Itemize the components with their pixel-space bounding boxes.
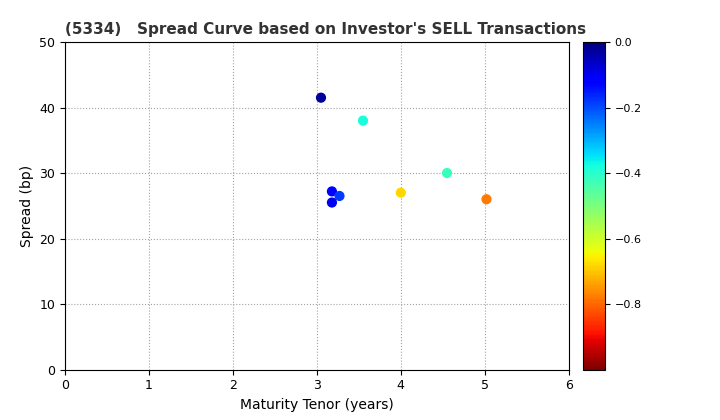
Y-axis label: Spread (bp): Spread (bp) [19, 165, 34, 247]
Point [315, 94, 327, 101]
Point [357, 117, 369, 124]
Point [441, 170, 453, 176]
Point [326, 188, 338, 195]
X-axis label: Maturity Tenor (years): Maturity Tenor (years) [240, 398, 394, 412]
Point [333, 193, 346, 199]
Text: (5334)   Spread Curve based on Investor's SELL Transactions: (5334) Spread Curve based on Investor's … [65, 22, 586, 37]
Point [481, 196, 492, 202]
Point [395, 189, 407, 196]
Point [326, 199, 338, 206]
